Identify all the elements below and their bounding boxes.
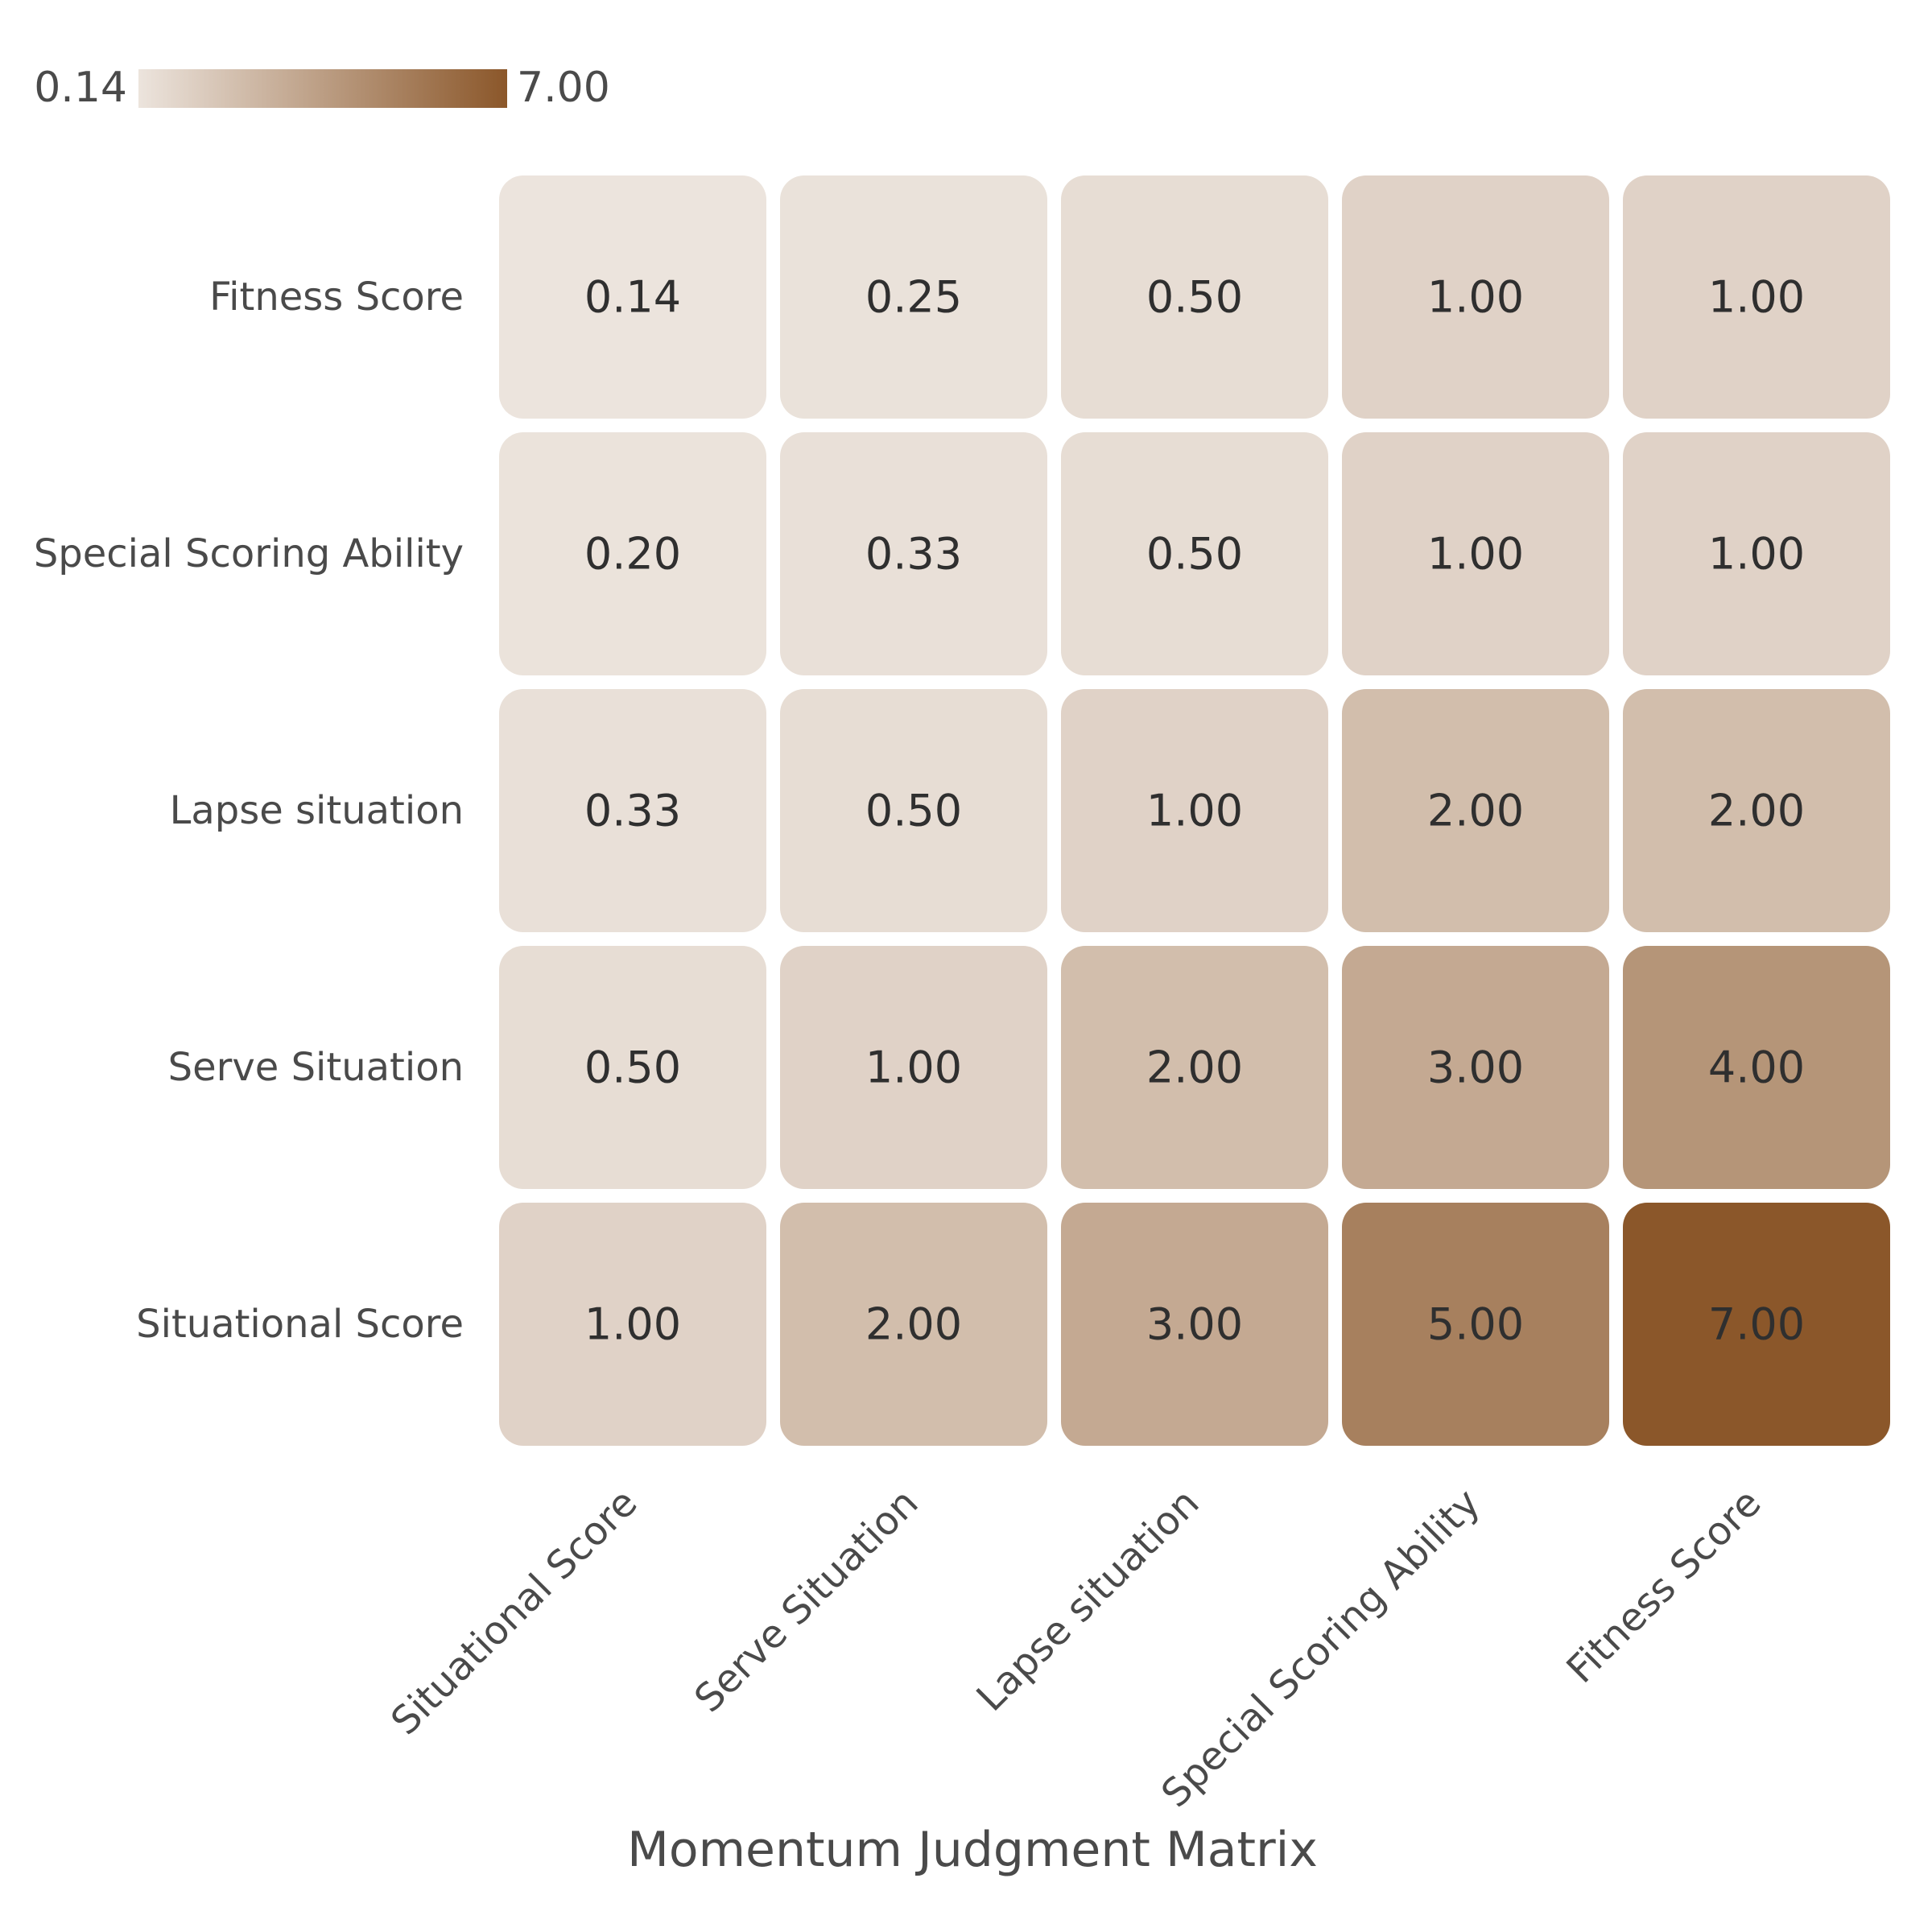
heatmap-cell-r2-c3 bbox=[1342, 689, 1609, 932]
heatmap-cell-r3-c2 bbox=[1061, 946, 1328, 1189]
heatmap-cell-r3-c3 bbox=[1342, 946, 1609, 1189]
column-labels: Situational Score Serve Situation Lapse si… bbox=[382, 1480, 1769, 1816]
heatmap-cell-r2-c1 bbox=[780, 689, 1047, 932]
heatmap-cell-r2-c2 bbox=[1061, 689, 1328, 932]
heatmap-cell-r4-c2 bbox=[1061, 1203, 1328, 1446]
heatmap-cell-r3-c4 bbox=[1623, 946, 1890, 1189]
x-axis-title: Momentum Judgment Matrix bbox=[627, 1822, 1318, 1878]
cell-value-label-r3-c3: 3.00 bbox=[1427, 1042, 1524, 1093]
heatmap-cell-r4-c1 bbox=[780, 1203, 1047, 1446]
cell-value-label-r2-c2: 1.00 bbox=[1146, 786, 1243, 836]
column-label-situational-score: Situational Score bbox=[382, 1480, 646, 1744]
row-labels: Fitness Score Special Scoring Ability Laps… bbox=[34, 275, 464, 1347]
cell-value-label-r0-c0: 0.14 bbox=[584, 272, 681, 323]
cell-value-label-r1-c3: 1.00 bbox=[1427, 529, 1524, 580]
cell-value-label-r0-c4: 1.00 bbox=[1708, 272, 1805, 323]
cell-value-label-r4-c3: 5.00 bbox=[1427, 1299, 1524, 1350]
heatmap-cell-r4-c3 bbox=[1342, 1203, 1609, 1446]
column-label-special-scoring-ability: Special Scoring Ability bbox=[1153, 1480, 1488, 1816]
row-label-special-scoring-ability: Special Scoring Ability bbox=[34, 531, 464, 576]
cell-value-label-r3-c0: 0.50 bbox=[584, 1042, 681, 1093]
cell-value-label-r1-c2: 0.50 bbox=[1146, 529, 1243, 580]
heatmap-cell-r1-c4 bbox=[1623, 432, 1890, 675]
heatmap-cell-r4-c4 bbox=[1623, 1203, 1890, 1446]
heatmap-cell-r1-c0 bbox=[499, 432, 766, 675]
cell-value-label-r4-c1: 2.00 bbox=[865, 1299, 962, 1350]
heatmap-cell-r1-c3 bbox=[1342, 432, 1609, 675]
row-label-serve-situation: Serve Situation bbox=[168, 1045, 464, 1090]
cell-value-label-r2-c4: 2.00 bbox=[1708, 786, 1805, 836]
heatmap-cell-r2-c0 bbox=[499, 689, 766, 932]
heatmap-cell-r0-c4 bbox=[1623, 175, 1890, 419]
cell-value-label-r1-c1: 0.33 bbox=[865, 529, 962, 580]
colorbar-gradient bbox=[138, 69, 507, 108]
cell-value-label-r3-c2: 2.00 bbox=[1146, 1042, 1243, 1093]
column-label-lapse-situation: Lapse situation bbox=[968, 1480, 1208, 1720]
column-label-fitness-score: Fitness Score bbox=[1558, 1480, 1769, 1692]
cell-value-label-r0-c2: 0.50 bbox=[1146, 272, 1243, 323]
row-label-fitness-score: Fitness Score bbox=[209, 275, 464, 320]
cell-value-label-r1-c4: 1.00 bbox=[1708, 529, 1805, 580]
heatmap-cell-r0-c1 bbox=[780, 175, 1047, 419]
colorbar-legend: 0.14 7.00 bbox=[34, 64, 610, 112]
heatmap-cell-r3-c1 bbox=[780, 946, 1047, 1189]
heatmap-cell-r0-c0 bbox=[499, 175, 766, 419]
cell-value-label-r0-c1: 0.25 bbox=[865, 272, 962, 323]
cell-value-label-r2-c3: 2.00 bbox=[1427, 786, 1524, 836]
heatmap-cell-r0-c2 bbox=[1061, 175, 1328, 419]
row-label-situational-score: Situational Score bbox=[136, 1302, 464, 1347]
row-label-lapse-situation: Lapse situation bbox=[170, 788, 464, 833]
cell-value-label-r4-c2: 3.00 bbox=[1146, 1299, 1243, 1350]
cell-value-label-r2-c0: 0.33 bbox=[584, 786, 681, 836]
heatmap-cell-r1-c2 bbox=[1061, 432, 1328, 675]
cell-value-label-r1-c0: 0.20 bbox=[584, 529, 681, 580]
colorbar-min-label: 0.14 bbox=[34, 64, 127, 112]
heatmap-cell-r0-c3 bbox=[1342, 175, 1609, 419]
heatmap-cell-r2-c4 bbox=[1623, 689, 1890, 932]
cell-value-label-r3-c4: 4.00 bbox=[1708, 1042, 1805, 1093]
cell-value-label-r0-c3: 1.00 bbox=[1427, 272, 1524, 323]
cell-value-label-r4-c4: 7.00 bbox=[1708, 1299, 1805, 1350]
cell-value-label-r4-c0: 1.00 bbox=[584, 1299, 681, 1350]
heatmap-cells: 0.14 0.25 0.50 1.00 1.00 0.20 0.33 0.50 1.00 1.00… bbox=[499, 175, 1890, 1446]
colorbar-max-label: 7.00 bbox=[517, 64, 610, 112]
heatmap-cell-r3-c0 bbox=[499, 946, 766, 1189]
heatmap-cell-r1-c1 bbox=[780, 432, 1047, 675]
cell-value-label-r3-c1: 1.00 bbox=[865, 1042, 962, 1093]
heatmap-cell-r4-c0 bbox=[499, 1203, 766, 1446]
cell-value-label-r2-c1: 0.50 bbox=[865, 786, 962, 836]
column-label-serve-situation: Serve Situation bbox=[686, 1480, 927, 1721]
